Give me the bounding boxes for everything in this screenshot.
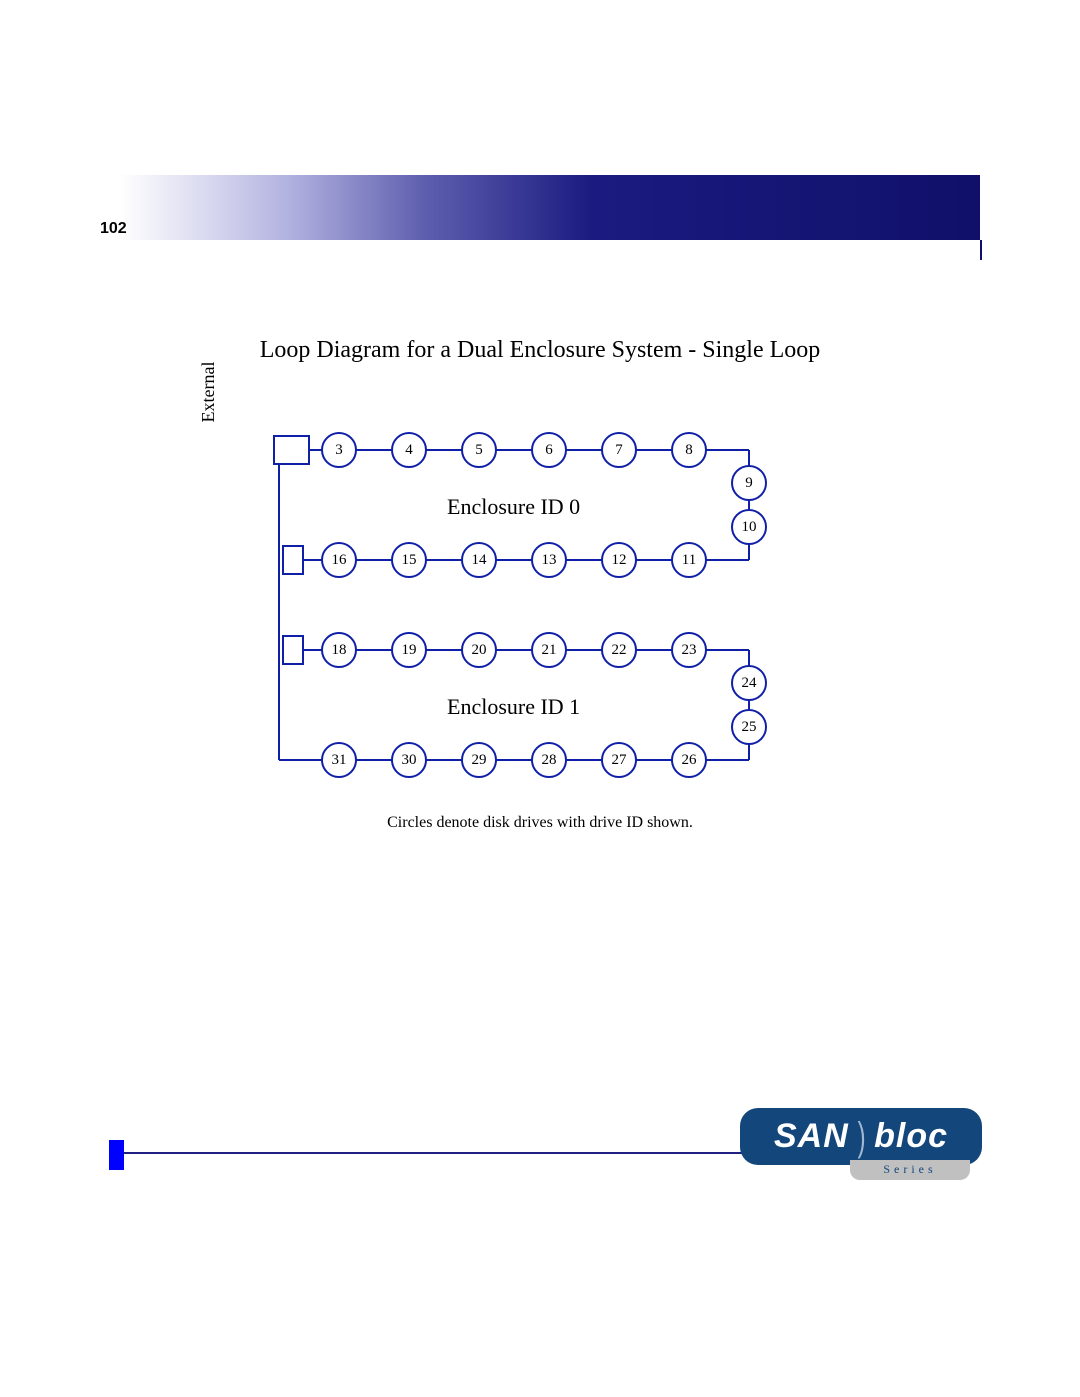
- diagram-caption: Circles denote disk drives with drive ID…: [0, 814, 1080, 832]
- svg-text:16: 16: [332, 552, 348, 568]
- svg-text:14: 14: [472, 552, 488, 568]
- svg-text:20: 20: [472, 642, 487, 658]
- header-banner: [120, 175, 980, 240]
- svg-text:3: 3: [335, 442, 343, 458]
- svg-text:10: 10: [742, 519, 757, 535]
- svg-text:6: 6: [545, 442, 553, 458]
- svg-text:13: 13: [542, 552, 557, 568]
- svg-text:19: 19: [402, 642, 417, 658]
- svg-text:22: 22: [612, 642, 627, 658]
- page: 102 Loop Diagram for a Dual Enclosure Sy…: [0, 0, 1080, 1397]
- svg-text:21: 21: [542, 642, 557, 658]
- svg-text:11: 11: [682, 552, 696, 568]
- loop-diagram: 3 4 5 6 7 8 9 10 16 15 14 13 12 11 18 19 20 21 22 23 24 25 31 3…: [249, 420, 819, 800]
- svg-text:29: 29: [472, 752, 487, 768]
- loop-svg: 3 4 5 6 7 8 9 10 16 15 14 13 12 11 18 19 20 21 22 23 24 25 31 3…: [249, 420, 819, 800]
- svg-text:7: 7: [615, 442, 623, 458]
- svg-text:4: 4: [405, 442, 413, 458]
- svg-text:18: 18: [332, 642, 347, 658]
- logo-text: SAN ) bloc: [740, 1108, 982, 1165]
- svg-text:12: 12: [612, 552, 627, 568]
- logo-bloc: bloc: [874, 1117, 948, 1156]
- brand-logo: SAN ) bloc Series: [740, 1108, 982, 1180]
- svg-text:8: 8: [685, 442, 693, 458]
- svg-text:28: 28: [542, 752, 557, 768]
- logo-series: Series: [850, 1160, 970, 1180]
- svg-text:23: 23: [682, 642, 697, 658]
- svg-text:27: 27: [612, 752, 628, 768]
- page-number: 102: [100, 220, 127, 238]
- svg-text:26: 26: [682, 752, 698, 768]
- svg-text:30: 30: [402, 752, 417, 768]
- logo-san: SAN: [774, 1117, 849, 1156]
- svg-text:15: 15: [402, 552, 417, 568]
- header-right-rule: [980, 240, 982, 260]
- footer-square-icon: [109, 1140, 124, 1170]
- svg-text:9: 9: [745, 475, 753, 491]
- diagram-title: Loop Diagram for a Dual Enclosure System…: [0, 337, 1080, 364]
- svg-text:24: 24: [742, 675, 758, 691]
- svg-text:31: 31: [332, 752, 347, 768]
- svg-text:25: 25: [742, 719, 757, 735]
- external-label: External: [198, 352, 219, 432]
- svg-text:5: 5: [475, 442, 483, 458]
